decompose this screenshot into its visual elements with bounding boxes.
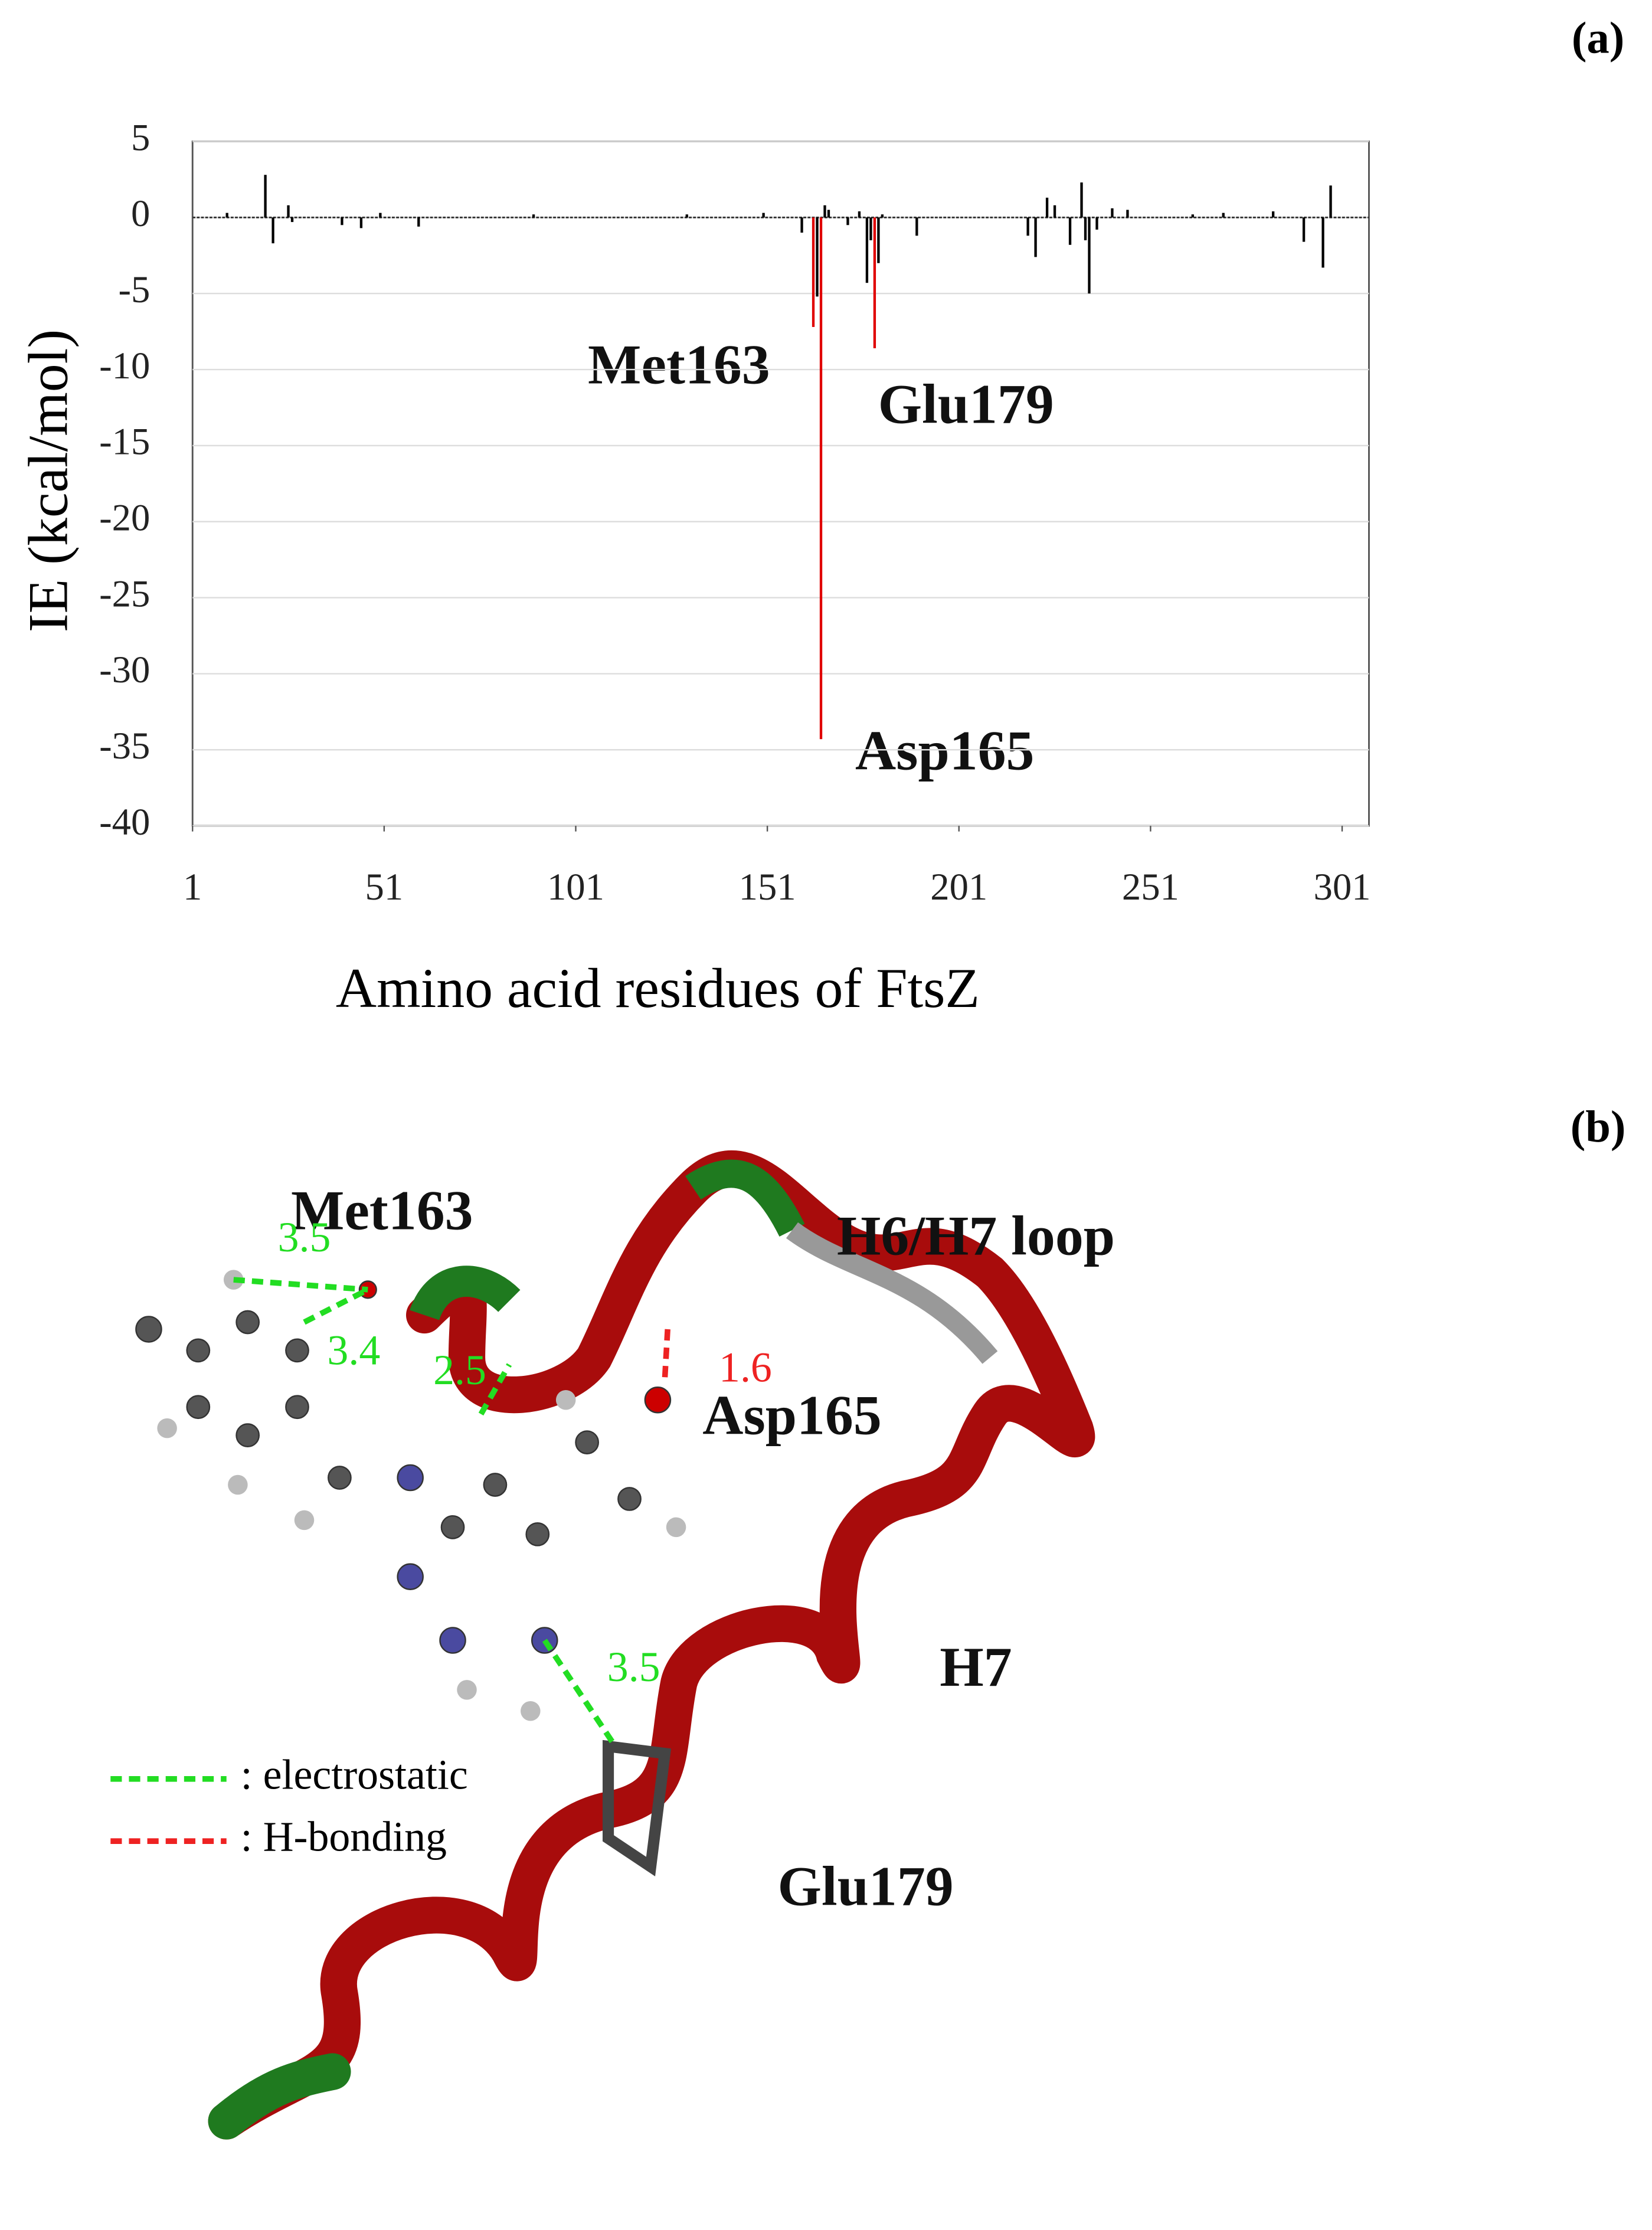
x-tick-label: 101 [547, 865, 604, 908]
bar [1095, 217, 1098, 230]
annotation: Asp165 [855, 720, 1034, 782]
x-tick-label: 201 [930, 865, 987, 908]
distance-label: 1.6 [719, 1343, 772, 1391]
residue-sidechain [602, 1739, 672, 1876]
bar [865, 217, 869, 283]
distance-label: 3.5 [278, 1214, 331, 1261]
bar [1222, 212, 1225, 218]
bar [812, 217, 815, 327]
bar [858, 211, 861, 218]
structure-label: Met163 [291, 1179, 473, 1241]
y-tick-label: -40 [99, 800, 150, 843]
bar [800, 217, 803, 233]
y-tick-label: -5 [118, 268, 150, 310]
structure-label: Asp165 [702, 1384, 881, 1447]
y-tick-label: -35 [99, 724, 150, 767]
bar [1111, 208, 1114, 218]
bar [225, 212, 228, 218]
bar [1080, 182, 1083, 218]
distance-label: 3.5 [607, 1643, 660, 1691]
bar [915, 217, 918, 236]
interaction-line [662, 1329, 670, 1379]
panel-label: (b) [1571, 1101, 1626, 1152]
x-tick-label: 51 [365, 865, 404, 908]
bar [827, 210, 830, 218]
bar [1026, 217, 1029, 236]
bar [1053, 205, 1056, 218]
legend-label: : electrostatic [241, 1751, 468, 1798]
bar [819, 217, 823, 740]
y-tick-label: -20 [99, 496, 150, 539]
bar [1329, 185, 1332, 218]
loop-ribbon [786, 1222, 998, 1364]
y-tick-label: 0 [131, 192, 150, 234]
helix-ribbon [208, 2053, 351, 2140]
interaction-line [303, 1287, 369, 1325]
bar [1126, 210, 1129, 218]
structure-label: H6/H7 loop [837, 1204, 1115, 1267]
bar [1068, 217, 1072, 245]
bar [1045, 197, 1049, 218]
bar [417, 217, 420, 227]
bar [532, 214, 535, 218]
helix-ribbon [208, 1150, 1095, 2140]
annotation: Glu179 [878, 373, 1054, 436]
bar [359, 217, 363, 228]
interaction-line [233, 1277, 368, 1293]
bar [290, 217, 294, 223]
legend-label: : H-bonding [241, 1813, 447, 1860]
interaction-line [542, 1639, 618, 1748]
bar [823, 205, 826, 218]
bar [1302, 217, 1306, 242]
x-tick-label: 151 [739, 865, 796, 908]
distance-label: 2.5 [433, 1346, 486, 1394]
protein-structure [135, 1150, 1095, 2140]
bar [1084, 217, 1087, 241]
y-tick-label: -15 [99, 420, 150, 463]
bar [869, 217, 872, 241]
loop-ribbon [410, 1266, 521, 1321]
structure-label: H7 [940, 1636, 1012, 1698]
x-tick-label: 251 [1122, 865, 1179, 908]
bar [877, 217, 880, 263]
bar [379, 212, 382, 218]
bar [271, 217, 274, 244]
y-tick-label: -30 [99, 648, 150, 691]
bar [264, 175, 267, 218]
bar [762, 212, 765, 218]
structure-label: Glu179 [778, 1855, 954, 1917]
bar [846, 217, 849, 225]
bar [1271, 211, 1275, 218]
bar [881, 214, 884, 218]
plot-frame [191, 140, 1370, 827]
bar [1088, 217, 1091, 294]
annotation: Met163 [588, 333, 770, 396]
interaction-line [478, 1363, 512, 1416]
y-tick-label: 5 [131, 116, 150, 158]
bar [287, 205, 290, 218]
x-tick-label: 1 [183, 865, 202, 908]
loop-ribbon [685, 1159, 805, 1237]
x-tick-label: 301 [1313, 865, 1370, 908]
y-tick-label: -25 [99, 572, 150, 614]
bar [1191, 214, 1194, 218]
panel-label: (a) [1572, 12, 1624, 63]
x-axis-label: Amino acid residues of FtsZ [336, 957, 980, 1019]
distance-label: 3.4 [327, 1327, 380, 1374]
bar [341, 217, 344, 225]
bar [873, 217, 876, 348]
bar [685, 214, 688, 218]
bar [816, 217, 819, 297]
bar [1321, 217, 1324, 268]
y-tick-label: -10 [99, 344, 150, 387]
bar [1034, 217, 1037, 257]
y-axis-label: IE (kcal/mol) [17, 329, 79, 632]
